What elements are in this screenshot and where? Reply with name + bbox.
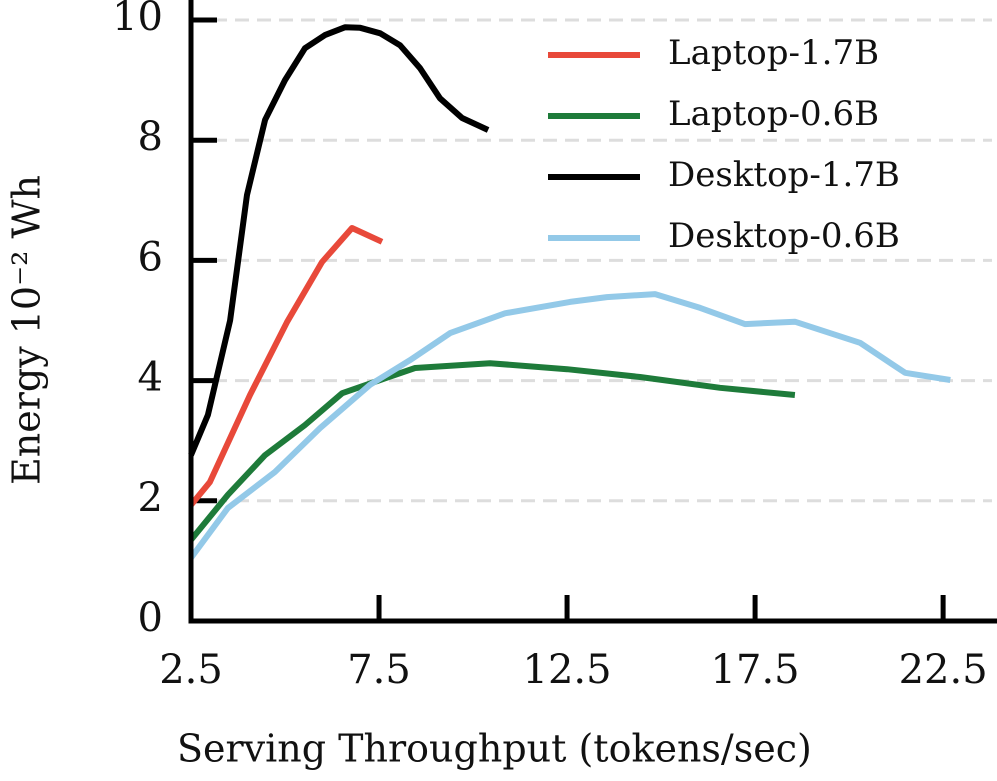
x-axis-label: Serving Throughput (tokens/sec) bbox=[177, 727, 812, 771]
y-tick-label: 8 bbox=[138, 114, 163, 160]
x-tick-label: 17.5 bbox=[711, 647, 800, 693]
x-tick-label: 7.5 bbox=[347, 647, 411, 693]
x-tick-label: 22.5 bbox=[899, 647, 988, 693]
y-tick-label: 4 bbox=[138, 355, 163, 401]
legend-label: Laptop-1.7B bbox=[668, 33, 879, 73]
x-tick-label: 12.5 bbox=[523, 647, 612, 693]
y-tick-label: 10 bbox=[112, 0, 163, 40]
series-line bbox=[188, 291, 951, 560]
y-tick-label: 0 bbox=[138, 595, 163, 641]
y-tick-label: 2 bbox=[138, 475, 163, 521]
y-tick-label: 6 bbox=[138, 234, 163, 280]
series-line bbox=[188, 225, 384, 507]
series-line bbox=[188, 360, 796, 542]
legend-label: Desktop-1.7B bbox=[668, 155, 900, 195]
x-tick-label: 2.5 bbox=[159, 647, 223, 693]
y-axis-label: Energy 10⁻² Wh bbox=[5, 175, 49, 485]
series-line bbox=[188, 24, 490, 457]
legend-label: Laptop-0.6B bbox=[668, 94, 879, 134]
legend-label: Desktop-0.6B bbox=[668, 216, 900, 256]
